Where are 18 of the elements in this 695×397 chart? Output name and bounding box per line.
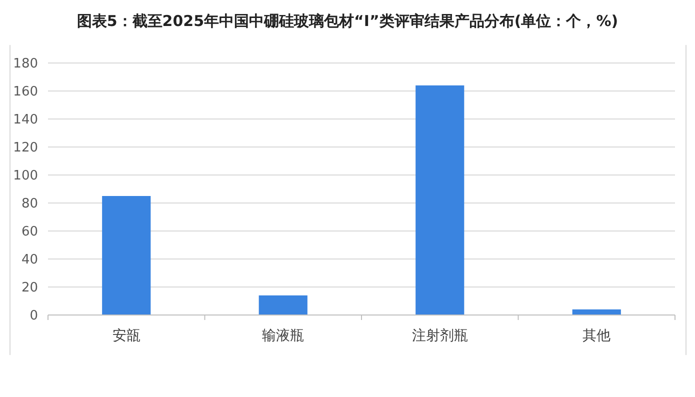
x-tick-label: 其他 — [582, 328, 611, 344]
x-tick-label: 安瓿 — [112, 328, 140, 344]
x-tick-label: 输液瓶 — [262, 328, 304, 344]
y-tick-label: 40 — [21, 252, 38, 268]
y-tick-label: 160 — [13, 84, 38, 100]
bar — [416, 85, 464, 315]
y-tick-label: 20 — [21, 280, 38, 296]
y-tick-label: 60 — [21, 224, 38, 240]
y-tick-label: 80 — [21, 196, 38, 212]
y-tick-label: 120 — [13, 140, 38, 156]
y-tick-label: 180 — [13, 56, 38, 72]
x-tick-label: 注射剂瓶 — [412, 328, 468, 344]
bar — [258, 295, 308, 315]
y-tick-label: 0 — [30, 308, 38, 324]
chart-title: 图表5：截至2025年中国中硼硅玻璃包材“I”类评审结果产品分布(单位：个，%) — [76, 12, 618, 30]
bar — [102, 196, 151, 315]
y-tick-label: 140 — [13, 112, 38, 128]
y-tick-label: 100 — [13, 168, 38, 184]
